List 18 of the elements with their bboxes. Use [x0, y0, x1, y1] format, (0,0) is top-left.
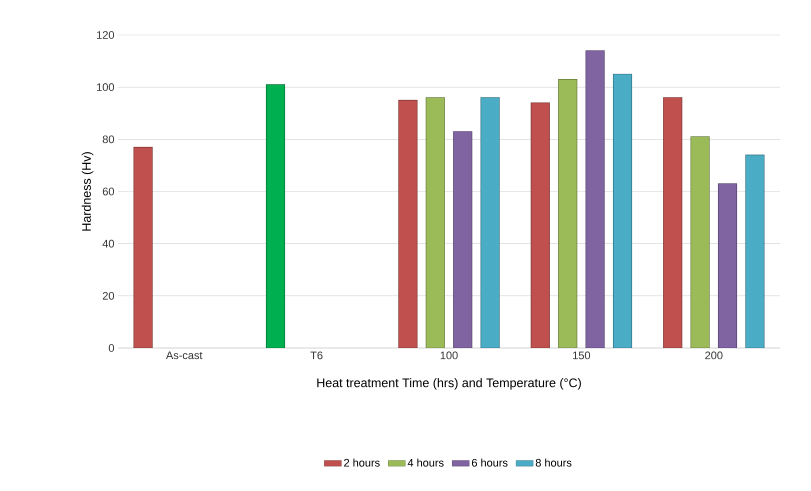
y-tick-label: 0	[108, 344, 114, 352]
y-tick-label: 100	[97, 83, 114, 92]
x-tick-label: 200	[705, 352, 723, 360]
legend-label: 4 hours	[408, 458, 444, 467]
x-tick-label: 150	[573, 352, 590, 360]
legend-label: 2 hours	[344, 458, 380, 467]
y-tick-label: 20	[102, 292, 114, 300]
y-tick-label: 60	[102, 188, 114, 196]
x-axis-title: Heat treatment Time (hrs) and Temperature (°C)	[317, 378, 581, 390]
legend-label: 6 hours	[472, 458, 508, 467]
y-tick-label: 40	[102, 240, 114, 248]
x-tick-label: 100	[440, 352, 458, 360]
x-tick-label: As-cast	[166, 352, 202, 360]
x-tick-label: T6	[310, 352, 323, 360]
legend-label: 8 hours	[536, 458, 572, 467]
y-axis-title: Hardness (Hv)	[82, 152, 94, 231]
y-tick-label: 120	[97, 31, 114, 39]
y-tick-label: 80	[102, 135, 114, 144]
